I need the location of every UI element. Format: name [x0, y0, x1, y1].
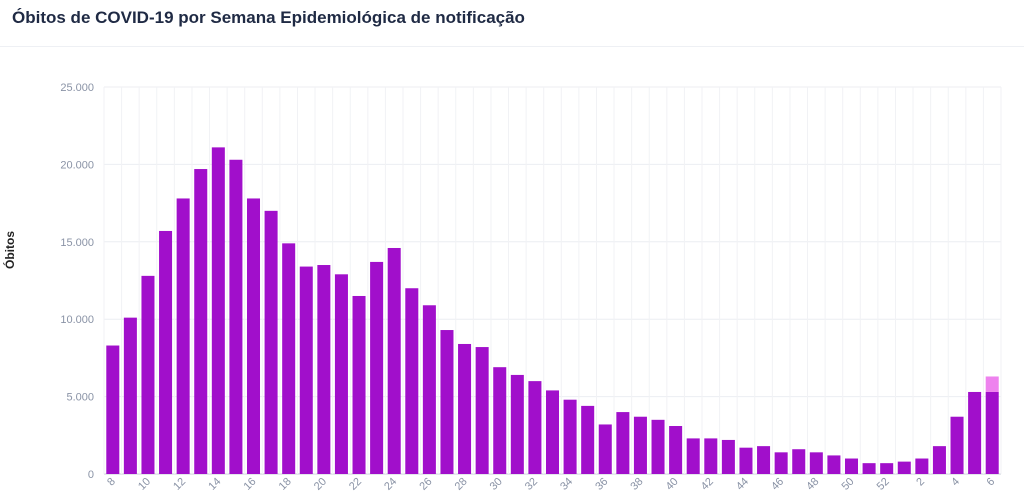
x-tick-label: 40: [664, 476, 681, 493]
x-tick-label: 28: [453, 476, 470, 493]
y-tick-label: 0: [88, 469, 94, 481]
x-tick-label: 18: [277, 476, 294, 493]
bar[interactable]: [739, 447, 753, 474]
bar[interactable]: [581, 405, 595, 474]
x-tick-label: 34: [558, 476, 575, 493]
bar[interactable]: [563, 399, 577, 474]
bar[interactable]: [704, 438, 718, 474]
y-tick-label: 20.000: [60, 159, 94, 171]
bar[interactable]: [827, 455, 841, 474]
x-tick-label: 44: [734, 476, 751, 493]
bar[interactable]: [123, 317, 137, 474]
bar[interactable]: [458, 343, 472, 474]
bar[interactable]: [545, 390, 560, 474]
bar[interactable]: [370, 261, 384, 474]
bar[interactable]: [757, 446, 771, 474]
bar[interactable]: [633, 416, 647, 474]
bars: [106, 147, 999, 475]
bar[interactable]: [194, 169, 208, 475]
bar[interactable]: [897, 461, 911, 474]
bar[interactable]: [317, 265, 331, 474]
bar[interactable]: [229, 159, 243, 474]
x-tick-label: 32: [523, 476, 540, 493]
x-tick-label: 2: [914, 476, 927, 489]
x-tick-label: 24: [382, 476, 399, 493]
bar[interactable]: [475, 347, 489, 474]
bar[interactable]: [686, 438, 700, 474]
bar[interactable]: [440, 330, 454, 474]
bar[interactable]: [352, 295, 366, 474]
y-axis-label: Óbitos: [2, 231, 17, 269]
bar[interactable]: [985, 391, 999, 474]
bar[interactable]: [176, 198, 190, 474]
x-tick-label: 26: [417, 476, 434, 493]
chart-title: Óbitos de COVID-19 por Semana Epidemioló…: [12, 8, 525, 27]
x-tick-label: 42: [699, 476, 716, 493]
x-tick-label: 14: [206, 476, 223, 493]
bar[interactable]: [282, 243, 296, 474]
x-tick-label: 50: [839, 476, 856, 493]
x-tick-label: 46: [769, 476, 786, 493]
x-tick-label: 16: [241, 476, 258, 493]
x-tick-label: 38: [628, 476, 645, 493]
x-tick-label: 12: [171, 476, 188, 493]
bar[interactable]: [880, 463, 894, 474]
bar[interactable]: [721, 439, 735, 474]
x-tick-label: 22: [347, 476, 364, 493]
bar[interactable]: [510, 374, 524, 474]
bar[interactable]: [669, 426, 683, 474]
bar[interactable]: [106, 345, 120, 474]
x-axis-ticks: 8 10 12 14 16 18 20 22 24 26 28 30 32 34 36 38 40 42 44 46 4…: [105, 476, 997, 493]
bar[interactable]: [422, 305, 436, 474]
bar[interactable]: [915, 458, 929, 474]
bar[interactable]: [844, 458, 859, 474]
x-tick-label: 20: [312, 476, 329, 493]
bar[interactable]: [387, 247, 401, 474]
bar[interactable]: [862, 463, 876, 474]
x-tick-label: 36: [593, 476, 610, 493]
x-tick-label: 10: [136, 476, 153, 493]
x-tick-label: 52: [875, 476, 892, 493]
bar[interactable]: [968, 391, 982, 474]
bar[interactable]: [141, 275, 155, 474]
bar[interactable]: [651, 419, 665, 474]
bar[interactable]: [264, 210, 278, 474]
x-tick-label: 6: [985, 476, 998, 489]
y-tick-label: 25.000: [60, 82, 94, 94]
x-tick-label: 30: [488, 476, 505, 493]
bar[interactable]: [299, 266, 313, 474]
x-tick-label: 48: [804, 476, 821, 493]
bar[interactable]: [334, 274, 348, 474]
title-divider: [0, 46, 1024, 47]
bar[interactable]: [598, 424, 612, 474]
y-tick-label: 10.000: [60, 314, 94, 326]
bar[interactable]: [950, 416, 964, 474]
bar[interactable]: [159, 230, 173, 474]
bar[interactable]: [405, 288, 419, 474]
y-tick-label: 15.000: [60, 237, 94, 249]
bar[interactable]: [985, 376, 999, 392]
bar[interactable]: [932, 446, 946, 474]
bar[interactable]: [774, 452, 788, 474]
bar[interactable]: [616, 412, 630, 474]
y-axis-ticks: 0 5.000 10.000 15.000 20.000 25.000: [60, 82, 94, 481]
y-tick-label: 5.000: [66, 392, 94, 404]
bar[interactable]: [528, 381, 542, 474]
bar[interactable]: [493, 367, 507, 474]
x-tick-label: 4: [949, 476, 962, 489]
bar[interactable]: [246, 198, 261, 474]
x-tick-label: 8: [105, 476, 118, 489]
bar[interactable]: [809, 452, 823, 474]
bar[interactable]: [211, 147, 225, 474]
bar[interactable]: [792, 449, 806, 474]
